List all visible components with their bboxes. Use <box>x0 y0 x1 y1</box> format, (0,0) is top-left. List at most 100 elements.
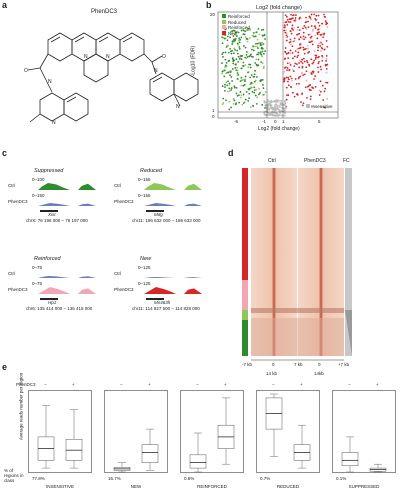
fc-bar-lower <box>345 310 352 356</box>
volcano-point <box>274 114 276 116</box>
track-row1-label: Ctrl <box>8 271 15 276</box>
track-gene: Mdg <box>154 212 163 217</box>
boxplot-frame <box>104 390 168 473</box>
volcano-point <box>284 105 287 108</box>
volcano-point <box>258 93 260 96</box>
volcano-point <box>274 105 277 108</box>
volcano-point <box>234 63 237 66</box>
volcano-point <box>286 69 288 72</box>
volcano-point <box>297 47 300 50</box>
volcano-point <box>253 86 256 89</box>
volcano-point <box>325 57 328 60</box>
volcano-point <box>233 59 236 62</box>
volcano-point <box>254 35 257 38</box>
volcano-point <box>226 39 229 42</box>
ytick-0: 0 <box>212 114 215 119</box>
minus-label: − <box>272 382 275 387</box>
volcano-point <box>285 98 288 101</box>
volcano-point <box>259 91 261 94</box>
volcano-point <box>253 89 256 92</box>
volcano-point <box>262 67 265 70</box>
volcano-point <box>221 36 224 39</box>
volcano-xlabel: Log2 (fold change) <box>258 126 300 132</box>
volcano-point <box>307 33 310 36</box>
volcano-point <box>289 75 292 78</box>
volcano-point <box>291 52 294 54</box>
volcano-point <box>315 19 317 21</box>
volcano-point <box>221 53 224 56</box>
volcano-point <box>283 80 285 83</box>
volcano-point <box>300 101 302 104</box>
panel-label-c: c <box>2 148 8 158</box>
volcano-point <box>226 44 229 47</box>
category-label: NEW <box>130 484 142 489</box>
track-group-new: New Ctrl 0–125 PhenDC3 0–125 Mir463h chr11: 11… <box>114 256 218 336</box>
volcano-point <box>247 71 249 74</box>
heatmap-band <box>251 308 344 313</box>
track-title: Reduced <box>140 168 163 174</box>
volcano-point <box>325 55 328 57</box>
boxplot-svg <box>256 390 320 473</box>
heatmap-col-fc: FC <box>343 158 350 164</box>
volcano-point <box>321 59 324 62</box>
volcano-point <box>238 57 241 60</box>
boxplot-svg <box>104 390 168 473</box>
volcano-point <box>301 66 304 69</box>
volcano-point <box>244 36 247 39</box>
volcano-point <box>224 83 226 86</box>
track-gene: Mir463h <box>154 300 171 305</box>
volcano-point <box>302 74 304 76</box>
volcano-point <box>298 66 301 69</box>
volcano-point <box>257 27 260 30</box>
volcano-point <box>310 18 313 21</box>
volcano-point <box>227 90 229 93</box>
volcano-point <box>307 26 310 29</box>
volcano-point <box>319 90 322 93</box>
heatmap-col-ctrl: Ctrl <box>268 158 276 164</box>
volcano-point <box>324 87 327 90</box>
volcano-point <box>277 114 280 116</box>
volcano-point <box>283 78 285 81</box>
volcano-point <box>260 53 263 56</box>
volcano-point <box>294 17 297 19</box>
volcano-point <box>242 29 245 32</box>
volcano-point <box>326 97 329 100</box>
volcano-point <box>287 76 290 79</box>
volcano-point <box>259 80 262 83</box>
volcano-point <box>283 29 286 32</box>
box <box>141 444 159 463</box>
volcano-point <box>231 80 234 82</box>
volcano-point <box>224 28 227 31</box>
volcano-point <box>303 38 305 41</box>
pct-label: 0.1% <box>336 476 347 481</box>
volcano-point <box>245 57 248 60</box>
volcano-point <box>237 43 240 46</box>
volcano-point <box>244 75 247 78</box>
volcano-point <box>301 62 304 65</box>
volcano-point <box>261 83 264 86</box>
volcano-point <box>269 105 272 108</box>
volcano-point <box>283 114 286 117</box>
volcano-point <box>313 59 316 62</box>
volcano-point <box>229 74 231 77</box>
volcano-point <box>221 62 223 64</box>
volcano-point <box>323 15 326 18</box>
volcano-point <box>234 31 237 34</box>
volcano-frame <box>217 11 339 119</box>
track-row2-label: PhenDC3 <box>114 199 134 204</box>
volcano-point <box>221 85 224 88</box>
xtick-m1: -1 <box>262 119 267 124</box>
volcano-point <box>225 46 228 48</box>
minus-label: − <box>44 382 47 387</box>
volcano-point <box>302 27 304 30</box>
volcano-point <box>251 48 253 51</box>
volcano-point <box>256 38 259 41</box>
volcano-point <box>298 29 301 32</box>
volcano-point <box>262 52 265 55</box>
volcano-point <box>248 92 251 95</box>
volcano-point <box>233 47 236 50</box>
volcano-point <box>278 100 281 102</box>
volcano-point <box>222 102 225 104</box>
volcano-point <box>249 63 252 66</box>
svg-text:N: N <box>48 79 52 85</box>
